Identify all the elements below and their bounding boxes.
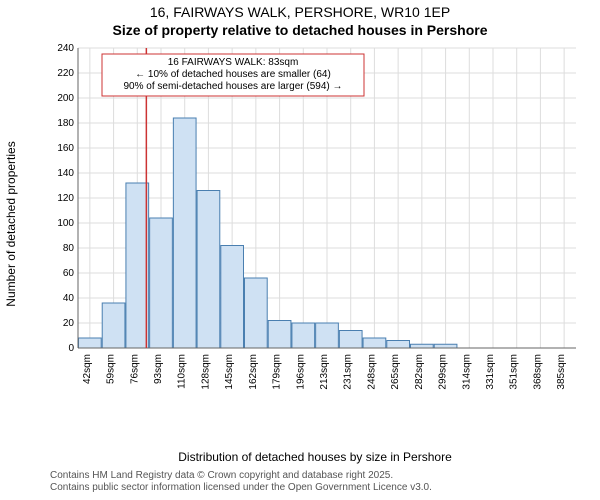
y-axis-label: Number of detached properties xyxy=(4,44,18,404)
x-axis-label: Distribution of detached houses by size … xyxy=(50,450,580,464)
svg-text:110sqm: 110sqm xyxy=(177,354,188,389)
svg-text:128sqm: 128sqm xyxy=(200,354,211,390)
svg-text:331sqm: 331sqm xyxy=(485,354,496,390)
svg-text:351sqm: 351sqm xyxy=(509,354,520,390)
footnote-line-2: Contains public sector information licen… xyxy=(50,482,432,494)
svg-text:248sqm: 248sqm xyxy=(366,354,377,390)
svg-text:180: 180 xyxy=(57,118,74,129)
svg-text:42sqm: 42sqm xyxy=(82,354,93,384)
title-line-1: 16, FAIRWAYS WALK, PERSHORE, WR10 1EP xyxy=(0,0,600,22)
footnote-line-1: Contains HM Land Registry data © Crown c… xyxy=(50,470,432,482)
svg-text:93sqm: 93sqm xyxy=(153,354,164,384)
svg-text:200: 200 xyxy=(57,93,74,104)
footnote: Contains HM Land Registry data © Crown c… xyxy=(50,470,432,493)
svg-text:0: 0 xyxy=(68,343,74,354)
svg-text:59sqm: 59sqm xyxy=(106,354,117,384)
svg-text:20: 20 xyxy=(63,318,75,329)
svg-text:265sqm: 265sqm xyxy=(390,354,401,390)
svg-text:145sqm: 145sqm xyxy=(224,354,235,390)
svg-text:140: 140 xyxy=(57,168,74,179)
svg-text:231sqm: 231sqm xyxy=(343,354,354,390)
title-line-2: Size of property relative to detached ho… xyxy=(0,22,600,40)
svg-text:40: 40 xyxy=(63,293,75,304)
svg-text:90% of semi-detached houses ar: 90% of semi-detached houses are larger (… xyxy=(123,81,342,92)
svg-text:220: 220 xyxy=(57,68,74,79)
svg-text:162sqm: 162sqm xyxy=(248,354,259,390)
svg-text:213sqm: 213sqm xyxy=(319,354,330,390)
svg-text:299sqm: 299sqm xyxy=(438,354,449,390)
svg-text:314sqm: 314sqm xyxy=(461,354,472,390)
svg-text:76sqm: 76sqm xyxy=(129,354,140,384)
svg-text:282sqm: 282sqm xyxy=(414,354,425,390)
svg-text:240: 240 xyxy=(57,44,74,54)
svg-text:100: 100 xyxy=(57,218,74,229)
svg-text:385sqm: 385sqm xyxy=(556,354,567,390)
svg-text:← 10% of detached houses are s: ← 10% of detached houses are smaller (64… xyxy=(135,69,331,80)
histogram-chart: 0 20 40 60 80 100 120 140 160 180 200 220 240 42sqm 59… xyxy=(50,44,580,404)
svg-text:368sqm: 368sqm xyxy=(532,354,543,390)
svg-text:80: 80 xyxy=(63,243,75,254)
svg-text:179sqm: 179sqm xyxy=(272,354,283,390)
svg-text:160: 160 xyxy=(57,143,74,154)
svg-text:16 FAIRWAYS WALK: 83sqm: 16 FAIRWAYS WALK: 83sqm xyxy=(168,57,299,68)
svg-text:196sqm: 196sqm xyxy=(295,354,306,390)
svg-text:60: 60 xyxy=(63,268,75,279)
svg-text:120: 120 xyxy=(57,193,74,204)
